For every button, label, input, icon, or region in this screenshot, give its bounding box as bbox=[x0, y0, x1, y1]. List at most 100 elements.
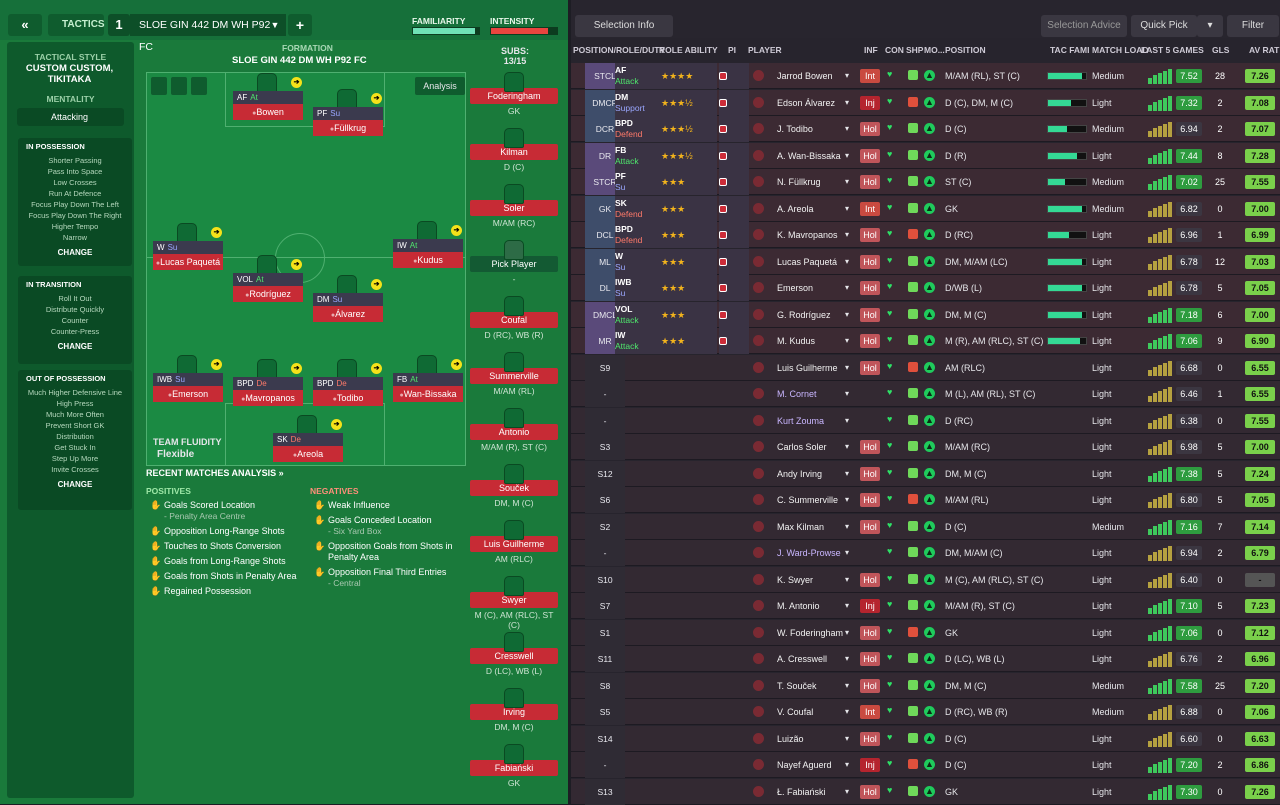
chevron-down-icon[interactable]: ▾ bbox=[845, 733, 850, 743]
player-name[interactable]: Bowen bbox=[233, 104, 303, 120]
sub-player-name[interactable]: Fabiański bbox=[470, 760, 558, 776]
info-badge[interactable]: Hol bbox=[860, 148, 880, 163]
table-row[interactable]: - M. Cornet ▾ ♥ ▲ M (L), AM (RL), ST (C) Light… bbox=[571, 381, 1280, 407]
analysis-item[interactable]: ✋ Opposition Long-Range Shots bbox=[146, 526, 302, 537]
header-tac-fami[interactable]: TAC FAMI bbox=[1050, 45, 1090, 55]
info-badge[interactable]: Hol bbox=[860, 625, 880, 640]
header-con[interactable]: CON bbox=[885, 45, 904, 55]
chevron-down-icon[interactable]: ▾ bbox=[845, 574, 850, 584]
sub-player-name[interactable]: Coufal bbox=[470, 312, 558, 328]
chevron-down-icon[interactable]: ▾ bbox=[845, 203, 850, 213]
sub-player-name[interactable]: Irving bbox=[470, 704, 558, 720]
info-badge[interactable]: Int bbox=[860, 705, 880, 719]
header-last5[interactable]: LAST 5 GAMES bbox=[1141, 45, 1204, 55]
pitch-player-card[interactable]: FBAtWan-Bissaka bbox=[393, 373, 463, 403]
table-row[interactable]: DMCL VOL Attack ★★★ G. Rodríguez ▾ Hol ♥ ▲ DM, M … bbox=[571, 301, 1280, 328]
position-slot[interactable]: - bbox=[585, 540, 625, 566]
chevron-down-icon[interactable]: ▾ bbox=[845, 230, 850, 239]
player-name[interactable]: Luizão bbox=[777, 733, 804, 744]
info-badge[interactable]: Hol bbox=[860, 784, 880, 799]
sub-slot[interactable]: Foderingham GK bbox=[470, 72, 558, 116]
player-name[interactable]: K. Swyer bbox=[777, 574, 814, 585]
player-name[interactable]: M. Antonio bbox=[777, 601, 820, 611]
position-slot[interactable]: S13 bbox=[585, 778, 625, 805]
info-badge[interactable]: Int bbox=[860, 201, 880, 216]
player-name[interactable]: Andy Irving bbox=[777, 468, 823, 479]
sub-player-name[interactable]: Pick Player bbox=[470, 256, 558, 272]
chevron-down-icon[interactable]: ▾ bbox=[845, 468, 850, 478]
back-button[interactable]: « bbox=[8, 14, 42, 36]
table-row[interactable]: S10 K. Swyer ▾ Hol ♥ ▲ M (C), AM (RLC), ST (C)… bbox=[571, 566, 1280, 593]
chevron-down-icon[interactable]: ▾ bbox=[845, 627, 850, 637]
chevron-down-icon[interactable]: ▼ bbox=[270, 20, 280, 30]
position-slot[interactable]: S14 bbox=[585, 725, 625, 752]
pitch-player-card[interactable]: SKDeAreola bbox=[273, 433, 343, 463]
player-name[interactable]: N. Füllkrug bbox=[777, 177, 821, 187]
info-badge[interactable]: Hol bbox=[860, 731, 880, 746]
sub-slot[interactable]: Irving DM, M (C) bbox=[470, 688, 558, 732]
table-row[interactable]: STCL AF Attack ★★★★ Jarrod Bowen ▾ Int ♥ ▲ M/AM (… bbox=[571, 63, 1280, 89]
sub-player-name[interactable]: Souček bbox=[470, 480, 558, 496]
player-name[interactable]: Jarrod Bowen bbox=[777, 71, 833, 81]
chevron-down-icon[interactable]: ▾ bbox=[845, 707, 850, 716]
player-name[interactable]: Rodríguez bbox=[233, 286, 303, 302]
chevron-down-icon[interactable]: ▾ bbox=[1197, 15, 1223, 37]
player-name[interactable]: Emerson bbox=[153, 386, 223, 402]
analysis-item[interactable]: ✋ Goals Scored Location - Penalty Area Cen… bbox=[146, 500, 302, 522]
info-badge[interactable]: Hol bbox=[860, 122, 880, 136]
position-slot[interactable]: S3 bbox=[585, 434, 625, 460]
chevron-down-icon[interactable]: ▾ bbox=[845, 283, 850, 292]
info-badge[interactable]: Hol bbox=[860, 440, 880, 454]
info-badge[interactable]: Inj bbox=[860, 599, 880, 613]
tactic-name-dropdown[interactable]: SLOE GIN 442 DM WH P92 FC bbox=[130, 14, 286, 53]
view-icon[interactable] bbox=[151, 77, 167, 95]
pitch-player-card[interactable]: BPDDeMavropanos bbox=[233, 377, 303, 407]
info-badge[interactable]: Hol bbox=[860, 281, 880, 295]
analysis-item[interactable]: ✋ Weak Influence bbox=[310, 500, 466, 511]
player-shirt-icon[interactable] bbox=[257, 255, 277, 275]
player-shirt-icon[interactable] bbox=[257, 73, 277, 93]
sub-player-name[interactable]: Soler bbox=[470, 200, 558, 216]
role-duty[interactable]: AF Attack bbox=[615, 63, 659, 89]
chevron-down-icon[interactable]: ▾ bbox=[845, 495, 850, 504]
pitch-icon[interactable] bbox=[191, 77, 207, 95]
player-shirt-icon[interactable] bbox=[177, 223, 197, 243]
role-duty-label[interactable]: VOL At bbox=[233, 273, 303, 286]
player-name[interactable]: Nayef Aguerd bbox=[777, 760, 832, 770]
header-inf[interactable]: INF bbox=[864, 45, 878, 55]
header-position-role-duty[interactable]: POSITION/ROLE/DUTY bbox=[573, 45, 666, 55]
sub-slot[interactable]: Kilman D (C) bbox=[470, 128, 558, 172]
quick-pick-button[interactable]: Quick Pick bbox=[1131, 15, 1197, 37]
position-slot[interactable]: S8 bbox=[585, 672, 625, 699]
position-slot[interactable]: S6 bbox=[585, 487, 625, 513]
player-name[interactable]: Max Kilman bbox=[777, 521, 825, 532]
chevron-down-icon[interactable]: ▾ bbox=[845, 97, 850, 107]
info-badge[interactable]: Hol bbox=[860, 519, 880, 534]
info-badge[interactable]: Int bbox=[860, 69, 880, 83]
player-shirt-icon[interactable] bbox=[257, 359, 277, 379]
player-name[interactable]: W. Foderingham bbox=[777, 627, 844, 638]
position-slot[interactable]: - bbox=[585, 381, 625, 407]
role-duty[interactable]: PF Su bbox=[615, 169, 659, 195]
position-slot[interactable]: S1 bbox=[585, 619, 625, 646]
player-name[interactable]: Luis Guilherme bbox=[777, 362, 838, 373]
header-match-load[interactable]: MATCH LOAD bbox=[1092, 45, 1149, 55]
player-shirt-icon[interactable] bbox=[337, 275, 357, 295]
player-name[interactable]: K. Mavropanos bbox=[777, 230, 838, 240]
player-name[interactable]: Kudus bbox=[393, 252, 463, 268]
role-duty-label[interactable]: AF At bbox=[233, 91, 303, 104]
chevron-down-icon[interactable]: ▾ bbox=[845, 786, 850, 796]
player-name[interactable]: V. Coufal bbox=[777, 707, 814, 717]
position-slot[interactable]: S7 bbox=[585, 593, 625, 619]
role-duty[interactable]: BPD Defend bbox=[615, 222, 659, 248]
chevron-down-icon[interactable]: ▾ bbox=[845, 521, 850, 531]
role-duty-label[interactable]: BPD De bbox=[313, 377, 383, 390]
analysis-item[interactable]: ✋ Goals from Shots in Penalty Area bbox=[146, 571, 302, 582]
info-badge[interactable]: Hol bbox=[860, 228, 880, 242]
sub-slot[interactable]: Swyer M (C), AM (RLC), ST (C) bbox=[470, 576, 558, 630]
role-duty-label[interactable]: W Su bbox=[153, 241, 223, 254]
table-row[interactable]: GK SK Defend ★★★ A. Areola ▾ Int ♥ ▲ GK Medium 6.82… bbox=[571, 195, 1280, 222]
player-shirt-icon[interactable] bbox=[417, 355, 437, 375]
player-name[interactable]: M. Cornet bbox=[777, 389, 817, 399]
position-slot[interactable]: - bbox=[585, 752, 625, 778]
